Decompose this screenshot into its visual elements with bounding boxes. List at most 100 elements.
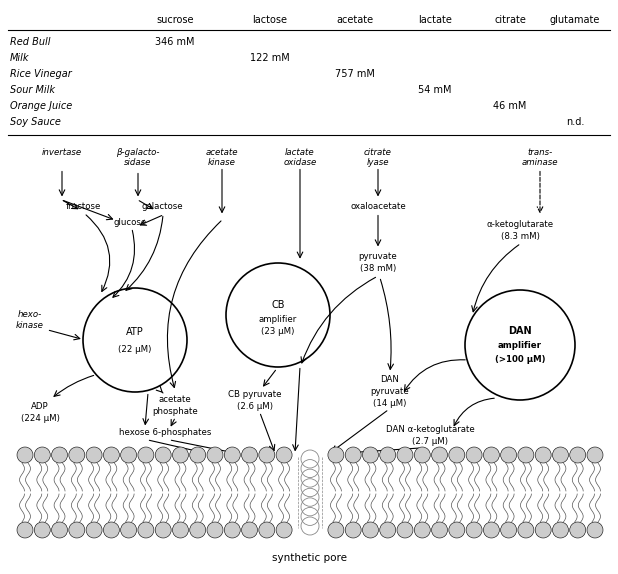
Circle shape (190, 522, 206, 538)
Circle shape (414, 522, 430, 538)
Circle shape (34, 447, 50, 463)
Text: acetate: acetate (336, 15, 373, 25)
Text: (>100 μM): (>100 μM) (495, 355, 545, 363)
Circle shape (397, 447, 413, 463)
Circle shape (17, 522, 33, 538)
Circle shape (17, 447, 33, 463)
Text: pyruvate: pyruvate (358, 252, 397, 261)
Text: CB pyruvate: CB pyruvate (228, 390, 282, 399)
Circle shape (103, 522, 119, 538)
Circle shape (570, 522, 586, 538)
Circle shape (587, 447, 603, 463)
Circle shape (172, 522, 188, 538)
Circle shape (86, 522, 102, 538)
Circle shape (449, 522, 465, 538)
Text: (22 μM): (22 μM) (118, 346, 151, 355)
Circle shape (207, 447, 223, 463)
Text: Sour Milk: Sour Milk (10, 85, 55, 95)
Text: 54 mM: 54 mM (418, 85, 452, 95)
Circle shape (190, 447, 206, 463)
Text: (224 μM): (224 μM) (20, 414, 59, 423)
Circle shape (397, 522, 413, 538)
Circle shape (155, 447, 171, 463)
Circle shape (34, 522, 50, 538)
Text: 346 mM: 346 mM (155, 37, 195, 47)
Text: Milk: Milk (10, 53, 30, 63)
Circle shape (121, 447, 137, 463)
Circle shape (242, 522, 258, 538)
Text: (2.7 μM): (2.7 μM) (412, 437, 448, 446)
Text: glutamate: glutamate (550, 15, 600, 25)
Text: oxaloacetate: oxaloacetate (350, 202, 406, 211)
Text: (38 mM): (38 mM) (360, 264, 396, 273)
Text: DAN: DAN (381, 375, 399, 384)
Text: (2.6 μM): (2.6 μM) (237, 402, 273, 411)
Circle shape (328, 447, 344, 463)
Circle shape (276, 522, 292, 538)
Text: 757 mM: 757 mM (335, 69, 375, 79)
Text: 46 mM: 46 mM (493, 101, 527, 111)
Circle shape (259, 522, 275, 538)
Circle shape (224, 522, 240, 538)
Circle shape (449, 447, 465, 463)
Circle shape (69, 522, 85, 538)
Text: invertase: invertase (42, 148, 82, 157)
Text: 122 mM: 122 mM (250, 53, 290, 63)
Text: trans-
aminase: trans- aminase (522, 148, 558, 168)
Text: (14 μM): (14 μM) (373, 399, 407, 408)
Circle shape (431, 522, 447, 538)
Text: galactose: galactose (141, 202, 183, 211)
Circle shape (414, 447, 430, 463)
Text: acetate: acetate (159, 395, 192, 404)
Text: fructose: fructose (66, 202, 101, 211)
Circle shape (138, 447, 154, 463)
Circle shape (466, 522, 482, 538)
Circle shape (207, 522, 223, 538)
Circle shape (535, 522, 551, 538)
Circle shape (86, 447, 102, 463)
Text: CB: CB (271, 300, 285, 310)
Text: n.d.: n.d. (566, 117, 584, 127)
Circle shape (242, 447, 258, 463)
Circle shape (362, 447, 378, 463)
Text: synthetic pore: synthetic pore (273, 553, 347, 563)
Text: sucrose: sucrose (156, 15, 194, 25)
Circle shape (328, 522, 344, 538)
Circle shape (483, 447, 499, 463)
Circle shape (345, 447, 361, 463)
Text: Rice Vinegar: Rice Vinegar (10, 69, 72, 79)
Circle shape (587, 522, 603, 538)
Text: Soy Sauce: Soy Sauce (10, 117, 61, 127)
Circle shape (103, 447, 119, 463)
Circle shape (466, 447, 482, 463)
Circle shape (570, 447, 586, 463)
Circle shape (155, 522, 171, 538)
Text: ATP: ATP (126, 327, 144, 337)
Text: ADP: ADP (31, 402, 49, 411)
Circle shape (379, 522, 396, 538)
Text: citrate: citrate (494, 15, 526, 25)
Circle shape (552, 522, 569, 538)
Circle shape (259, 447, 275, 463)
Circle shape (121, 522, 137, 538)
Text: lactose: lactose (253, 15, 287, 25)
Circle shape (224, 447, 240, 463)
Text: lactate
oxidase: lactate oxidase (284, 148, 316, 168)
Circle shape (172, 447, 188, 463)
Circle shape (51, 447, 67, 463)
Text: DAN α-ketoglutarate: DAN α-ketoglutarate (386, 425, 475, 434)
Circle shape (431, 447, 447, 463)
Circle shape (362, 522, 378, 538)
Circle shape (535, 447, 551, 463)
Text: hexose 6-phosphates: hexose 6-phosphates (119, 428, 211, 437)
Circle shape (51, 522, 67, 538)
Circle shape (69, 447, 85, 463)
Text: pyruvate: pyruvate (371, 387, 409, 396)
Circle shape (276, 447, 292, 463)
Text: lactate: lactate (418, 15, 452, 25)
Text: DAN: DAN (508, 326, 532, 336)
Text: Red Bull: Red Bull (10, 37, 51, 47)
Circle shape (501, 447, 517, 463)
Text: Orange Juice: Orange Juice (10, 101, 72, 111)
Circle shape (345, 522, 361, 538)
